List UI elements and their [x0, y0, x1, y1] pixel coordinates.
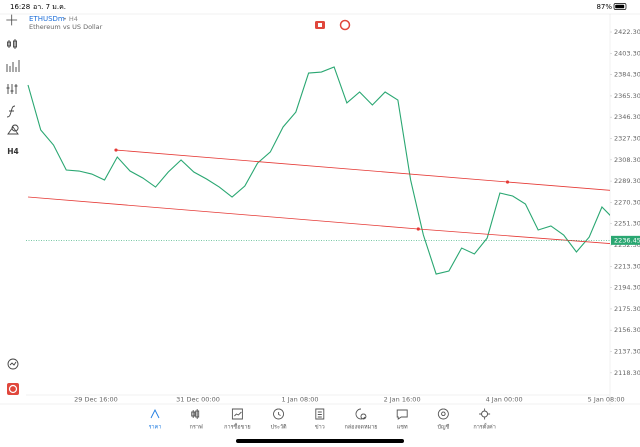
nav-icon[interactable]: [437, 408, 449, 420]
trend-point: [114, 148, 118, 152]
nav-label[interactable]: ข่าว: [315, 425, 325, 431]
x-tick-label: 2 Jan 16:00: [384, 396, 421, 404]
crosshair-tool[interactable]: [6, 14, 18, 26]
y-tick-label: 2289.30: [614, 177, 640, 185]
y-tick-label: 2384.30: [614, 71, 640, 79]
status-time: 16:28: [10, 3, 30, 11]
one-click-symbol: [8, 384, 18, 394]
nav-label[interactable]: การซื้อขาย: [224, 423, 250, 431]
nav-label[interactable]: บัญชี: [437, 424, 449, 431]
nav-label[interactable]: การตั้งค่า: [473, 423, 495, 431]
current-price-label: 2236.45: [614, 236, 640, 244]
y-tick-label: 2213.30: [614, 262, 640, 270]
status-date: อา. 7 ม.ค.: [33, 3, 66, 11]
settings-tool[interactable]: [6, 84, 18, 94]
chart-type-tool[interactable]: [7, 39, 17, 49]
y-tick-label: 2137.30: [614, 348, 640, 356]
x-tick-label: 31 Dec 00:00: [176, 396, 220, 404]
search-tool[interactable]: [7, 358, 19, 370]
price-line: [27, 66, 610, 275]
trend-point: [505, 180, 510, 184]
one-click-icon[interactable]: [7, 383, 19, 395]
battery-level: [615, 4, 625, 9]
y-tick-label: 2251.30: [614, 220, 640, 228]
y-tick-label: 2156.30: [614, 326, 640, 334]
nav-icon[interactable]: [231, 408, 243, 420]
y-tick-label: 2403.30: [614, 49, 640, 57]
x-tick-label: 4 Jan 00:00: [486, 396, 523, 404]
symbol-description: Ethereum vs US Dollar: [29, 23, 103, 31]
sell-icon: [318, 23, 322, 27]
search-chart: [9, 361, 17, 366]
timeframe[interactable]: • H4: [63, 15, 78, 23]
y-tick-label: 2422.30: [614, 28, 640, 36]
nav-icon[interactable]: [396, 409, 408, 420]
home-indicator: [236, 439, 404, 443]
status-battery: 87%: [596, 3, 612, 11]
trend-line: [115, 149, 610, 191]
timeframe-tool[interactable]: H4: [7, 147, 19, 156]
nav-icon[interactable]: [355, 408, 367, 420]
function-tool[interactable]: [6, 105, 16, 118]
y-tick-label: 2118.30: [614, 369, 640, 377]
nav-icon[interactable]: [315, 408, 325, 420]
nav-icon[interactable]: [479, 408, 491, 420]
y-tick-label: 2270.30: [614, 198, 640, 206]
y-tick-label: 2365.30: [614, 92, 640, 100]
nav-label[interactable]: แชท: [397, 424, 408, 431]
nav-label[interactable]: ประวัติ: [271, 424, 287, 431]
y-tick-label: 2346.30: [614, 113, 640, 121]
current-price-box: [611, 235, 640, 245]
x-tick-label: 1 Jan 08:00: [282, 396, 319, 404]
buy-button[interactable]: [339, 19, 351, 31]
y-tick-label: 2327.30: [614, 135, 640, 143]
y-tick-label: 2175.30: [614, 305, 640, 313]
trend-line: [27, 196, 610, 244]
nav-label[interactable]: กราฟ: [190, 424, 203, 431]
nav-label[interactable]: ราคา: [149, 425, 162, 431]
nav-icon[interactable]: [150, 408, 160, 419]
nav-icon[interactable]: [191, 409, 200, 419]
y-tick-label: 2308.30: [614, 156, 640, 164]
trend-point: [416, 227, 420, 231]
x-tick-label: 29 Dec 16:00: [74, 396, 118, 404]
indicators-tool[interactable]: [6, 60, 20, 72]
x-tick-label: 5 Jan 08:00: [588, 396, 625, 404]
y-tick-label: 2194.30: [614, 284, 640, 292]
objects-tool[interactable]: [7, 124, 19, 135]
nav-icon[interactable]: [273, 408, 284, 420]
battery-icon: [613, 3, 627, 10]
symbol[interactable]: ETHUSDm: [29, 15, 65, 23]
left-toolbar: [6, 14, 20, 370]
nav-label[interactable]: กล่องจดหมาย: [344, 425, 377, 431]
y-tick-label: 2232.30: [614, 241, 640, 249]
